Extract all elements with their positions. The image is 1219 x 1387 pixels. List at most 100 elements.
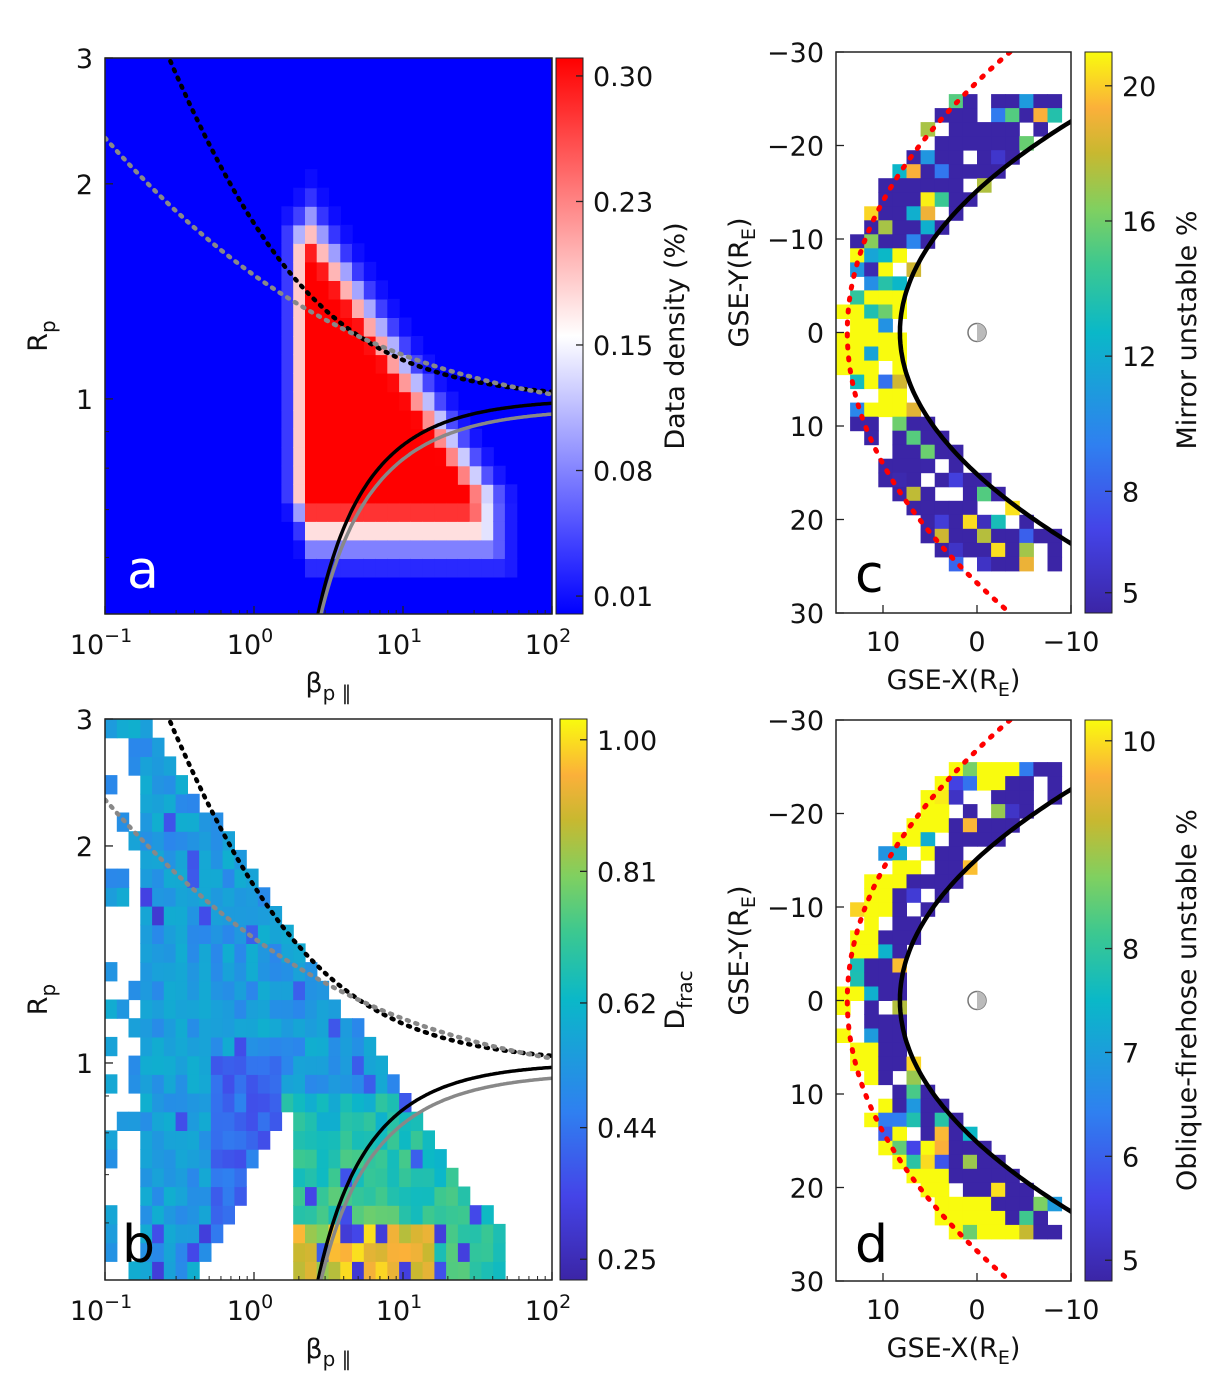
colorbar-ticks-d: 5 6 7 8 10 [1105, 727, 1156, 1277]
heatmap-cell [187, 1036, 200, 1057]
heatmap-cell [948, 458, 964, 474]
heatmap-cell [257, 1130, 271, 1150]
heatmap-cell [977, 832, 992, 847]
heatmap-cell [977, 164, 992, 179]
heatmap-cell [962, 542, 978, 558]
x-tick-exponent: 2 [559, 625, 571, 647]
heatmap-cell [352, 1093, 365, 1113]
colorbar-d: 5 6 7 8 10 Oblique-firehose unstable % [1084, 719, 1203, 1282]
heatmap-cell [187, 924, 200, 944]
heatmap-cell [864, 332, 879, 347]
heatmap-cell [152, 999, 165, 1019]
heatmap-cell [878, 986, 893, 1001]
heatmap-cell [187, 1223, 200, 1244]
heatmap-cell [305, 373, 318, 393]
x-tick-label: 10−1 [70, 625, 132, 661]
x-tick-label: 100 [227, 625, 273, 661]
heatmap-cell [340, 484, 353, 504]
heatmap-cell [305, 1149, 318, 1169]
heatmap-cell [257, 1093, 271, 1113]
heatmap-cell [864, 1000, 879, 1015]
heatmap-cell [316, 1149, 330, 1169]
heatmap-cell [293, 428, 306, 448]
heatmap-cell [316, 465, 330, 485]
heatmap-cell [375, 1205, 388, 1225]
heatmap-cell [316, 1167, 330, 1188]
heatmap-cell [281, 354, 294, 374]
heatmap-cell [293, 484, 306, 504]
heatmap-cell [387, 1205, 400, 1225]
colorbar-label-a: Data density (%) [660, 222, 691, 449]
heatmap-cell [434, 1149, 447, 1169]
heatmap-cell [305, 336, 318, 356]
heatmap-cell [293, 1018, 306, 1038]
heatmap-cell [152, 1074, 165, 1094]
heatmap-cell [352, 465, 365, 485]
heatmap-cell [340, 1223, 353, 1244]
heatmap-cell [305, 187, 318, 207]
heatmap-cell [152, 793, 165, 814]
heatmap-cell [991, 1168, 1006, 1184]
heatmap-cell [281, 1036, 294, 1057]
heatmap-cell [222, 1093, 235, 1113]
heatmap-cell [878, 958, 893, 973]
heatmap-cell [934, 1112, 950, 1128]
heatmap-cell [105, 962, 118, 982]
heatmap-cell [281, 243, 294, 263]
heatmap-cell [864, 888, 879, 903]
colorbar-tick-label: 20 [1122, 72, 1156, 103]
heatmap-cell [293, 261, 306, 281]
heatmap-cell [116, 999, 130, 1019]
heatmap-cell [906, 1168, 922, 1184]
heatmap-cell [281, 1074, 294, 1094]
magnetopause-curve [897, 118, 1071, 547]
heatmap-cell [340, 336, 353, 356]
heatmap-cell [305, 206, 318, 226]
heatmap-cell [892, 1042, 907, 1058]
heatmap-cell [246, 1111, 259, 1131]
heatmap-cell [906, 164, 922, 179]
heatmap-cell [234, 887, 247, 907]
heatmap-cell [305, 169, 318, 189]
heatmap-cell [328, 521, 341, 541]
heatmap-cell [1005, 122, 1020, 137]
heatmap-cell [175, 1242, 188, 1262]
heatmap-cell [850, 902, 865, 917]
heatmap-cell [850, 290, 865, 305]
heatmap-cell [892, 846, 907, 861]
heatmap-cell [850, 318, 865, 333]
heatmap-cell [187, 868, 200, 888]
y-tick-label: −20 [767, 800, 824, 831]
heatmap-cell [175, 1018, 188, 1038]
heatmap-cell [140, 943, 153, 963]
heatmap-cell [269, 980, 283, 1001]
heatmap-cell [446, 1223, 459, 1244]
heatmap-cell [422, 1149, 435, 1169]
heatmap-cell [410, 521, 424, 541]
heatmap-cell [363, 261, 377, 281]
heatmap-cell [140, 887, 153, 907]
heatmap-cell [850, 332, 865, 347]
heatmap-cell [363, 1036, 377, 1057]
colorbar-label-b-sub: frac [673, 970, 697, 1009]
y-axis-label: GSE-Y(RE) [724, 885, 760, 1015]
y-axis-label-sub: p [36, 984, 60, 997]
heatmap-cell [906, 1070, 922, 1086]
heatmap-cells-b [105, 719, 506, 1280]
heatmap-cell [948, 860, 964, 875]
heatmap-cells-d [836, 762, 1063, 1240]
heatmap-cell [892, 1112, 907, 1128]
heatmap-cell [163, 1261, 177, 1280]
heatmap-cell [140, 980, 153, 1001]
heatmap-cell [399, 1186, 412, 1206]
heatmap-cell [340, 298, 353, 318]
heatmap-cell [281, 980, 294, 1001]
x-axis-label-sub: p ∥ [323, 681, 352, 705]
heatmap-cell [199, 980, 212, 1001]
heatmap-cell [305, 410, 318, 430]
heatmap-cell [199, 1018, 212, 1038]
heatmap-cell [140, 1167, 153, 1188]
heatmap-cell [187, 1186, 200, 1206]
heatmap-cell [316, 1130, 330, 1150]
heatmap-cell [328, 1111, 341, 1131]
